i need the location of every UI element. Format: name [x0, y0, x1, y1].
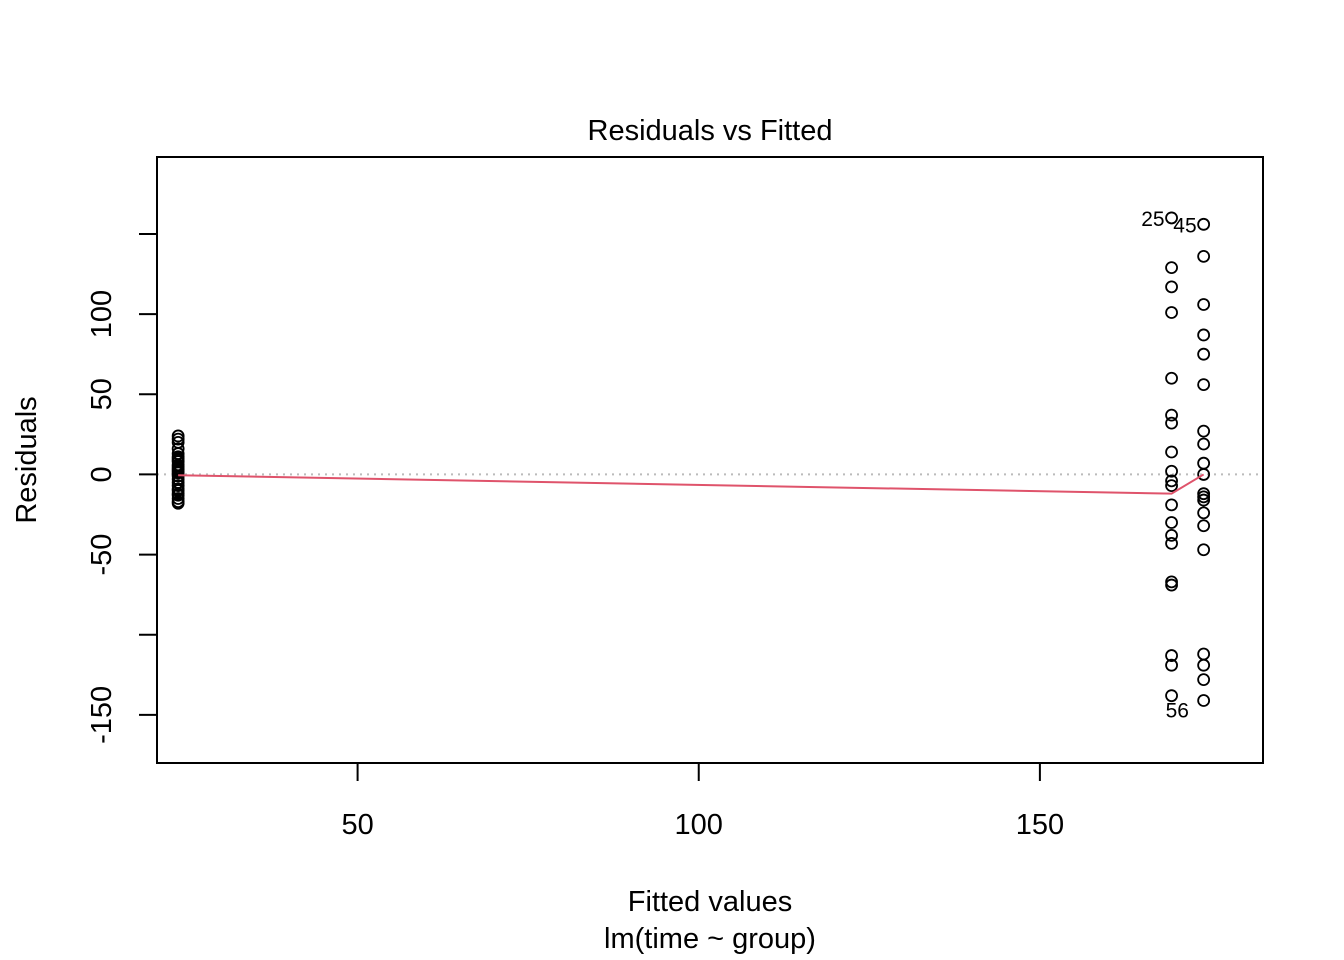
data-point: [1165, 408, 1178, 422]
y-axis-label: Residuals: [11, 396, 43, 523]
x-tick-label: 100: [675, 809, 723, 841]
data-point: [1165, 536, 1178, 550]
point-label: 25: [1141, 208, 1164, 231]
x-tick-label: 50: [341, 809, 373, 841]
data-point: [1165, 306, 1178, 319]
data-point: [1197, 424, 1211, 438]
data-point: [1165, 416, 1178, 430]
data-point: [1165, 464, 1178, 478]
data-point: [1197, 249, 1211, 263]
chart-subtitle: lm(time ~ group): [604, 923, 816, 955]
data-point: [1165, 280, 1178, 294]
data-point: [1197, 658, 1211, 672]
data-point: [1197, 347, 1211, 361]
x-tick-label: 150: [1016, 809, 1064, 841]
data-point: [1197, 493, 1211, 507]
data-point: [1165, 658, 1178, 672]
data-point: [1197, 328, 1211, 342]
data-point: [1165, 261, 1178, 275]
data-point: [1197, 468, 1211, 481]
data-point: [1197, 673, 1211, 687]
data-point: [1197, 456, 1211, 470]
data-point: [1165, 498, 1178, 512]
y-tick-label: 100: [86, 290, 118, 338]
data-point: [1197, 437, 1211, 451]
y-tick-label: -150: [86, 686, 118, 744]
chart-title: Residuals vs Fitted: [588, 115, 833, 147]
smooth-line: [178, 473, 1205, 495]
data-point: [1165, 528, 1178, 542]
y-tick-label: -50: [86, 534, 118, 576]
data-point: [1165, 516, 1178, 529]
data-point: [1165, 578, 1178, 592]
data-point: [1197, 543, 1211, 557]
data-point: [1165, 649, 1178, 662]
data-point: [1165, 479, 1178, 493]
x-axis-label: Fitted values: [628, 886, 792, 918]
data-point: [1165, 474, 1178, 488]
data-point: [1197, 519, 1211, 533]
data-point: [1197, 647, 1211, 661]
x-axis: 50 100 150: [341, 763, 1064, 841]
data-point: [1197, 217, 1211, 231]
y-tick-label: 0: [86, 466, 118, 482]
data-point: [171, 496, 185, 510]
data-point: [1197, 378, 1211, 392]
data-point: [1165, 445, 1178, 459]
point-label: 56: [1166, 700, 1189, 723]
y-axis: -150 -50 0 50 100: [86, 232, 157, 744]
data-point: [1197, 694, 1211, 707]
data-point: [1165, 371, 1178, 385]
plot-area: 25 45 56: [157, 208, 1263, 723]
data-point: [1197, 506, 1211, 520]
data-point: [1165, 689, 1178, 703]
plot-frame: [156, 156, 1264, 764]
data-point: [1197, 298, 1211, 311]
y-tick-label: 50: [86, 378, 118, 410]
data-point: [1165, 211, 1178, 225]
point-label: 45: [1173, 214, 1196, 237]
